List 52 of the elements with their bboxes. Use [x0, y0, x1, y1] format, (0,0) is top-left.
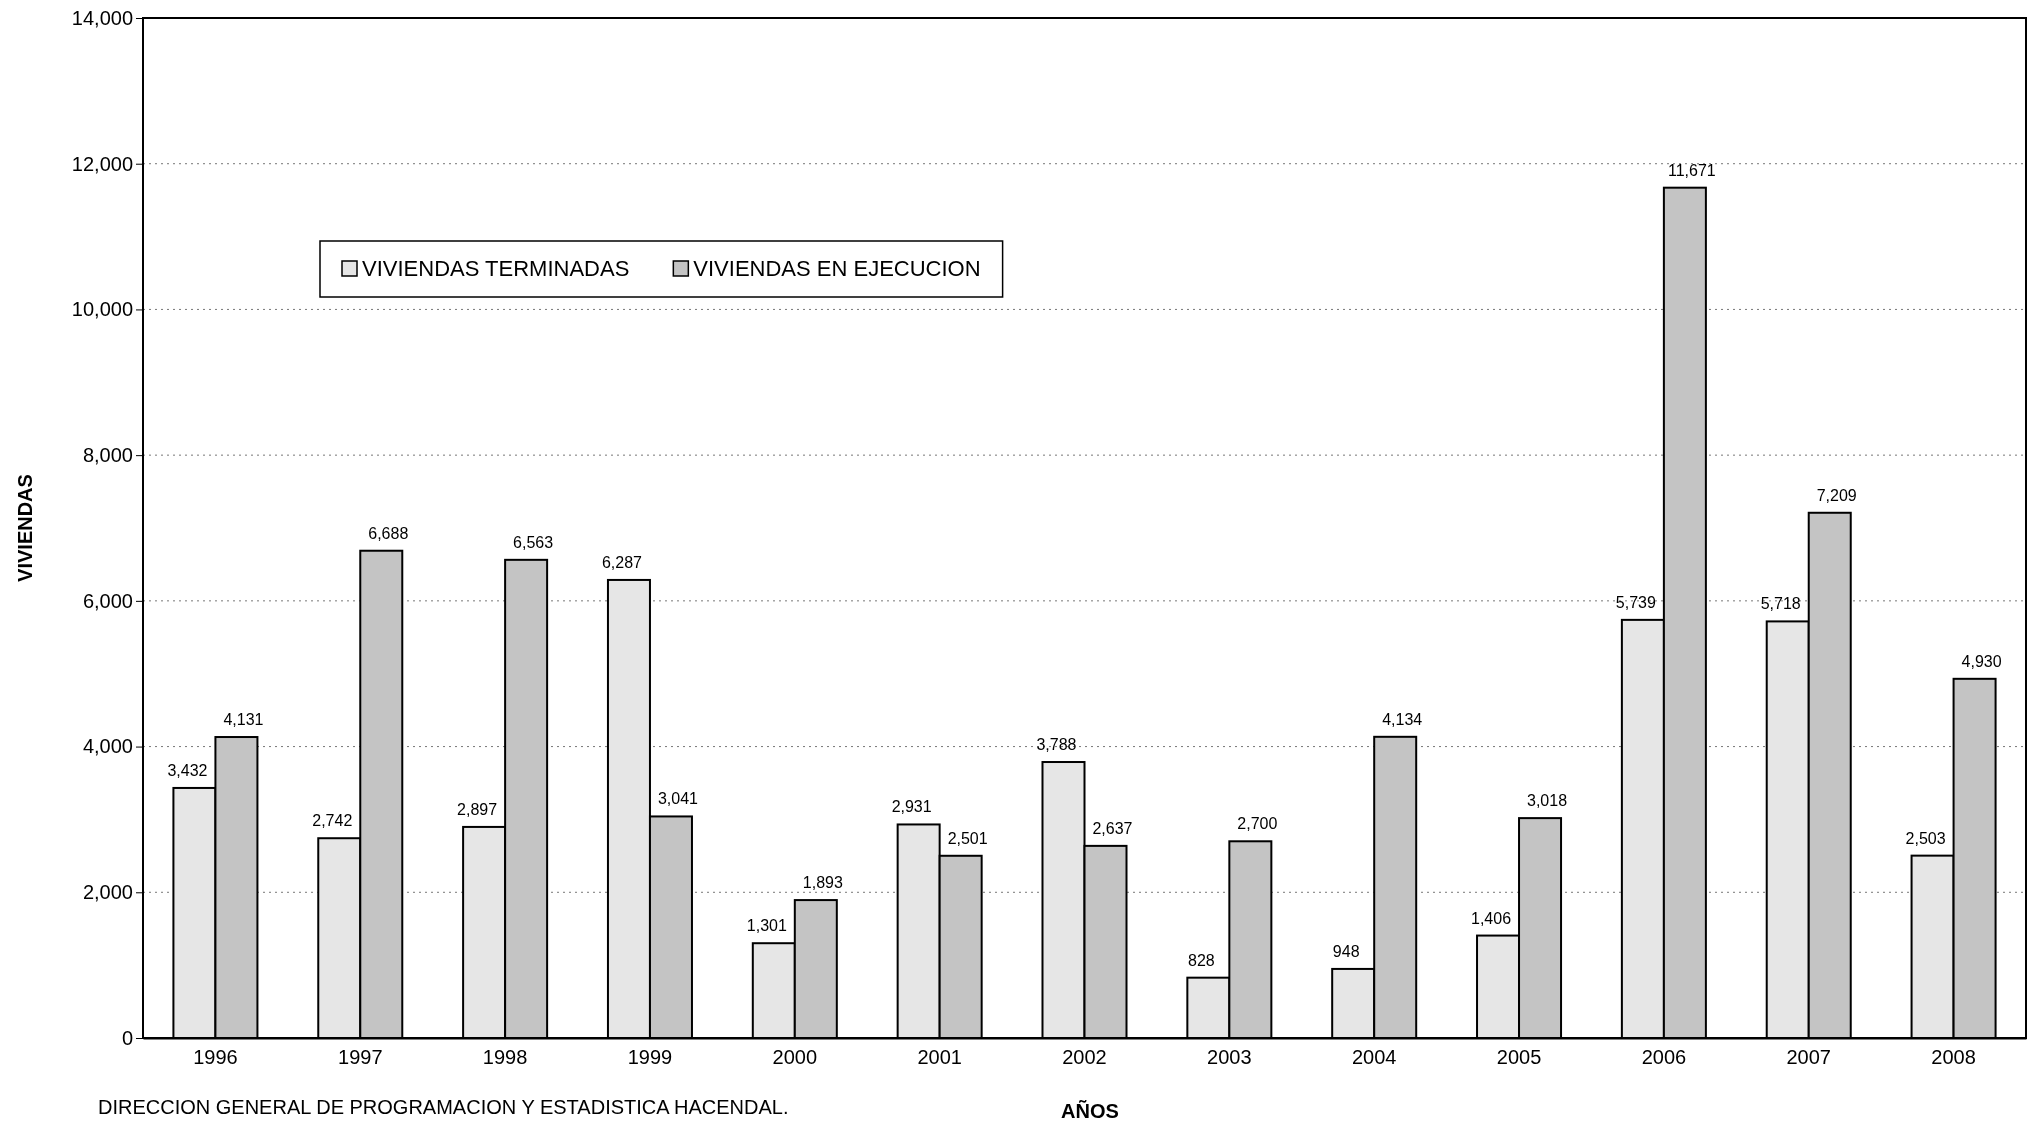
y-axis-title: VIVIENDAS	[14, 474, 36, 582]
x-axis-title: AÑOS	[1061, 1100, 1119, 1122]
y-tick-label: 12,000	[71, 152, 133, 175]
data-label: 5,718	[1760, 595, 1801, 613]
data-label: 4,134	[1382, 710, 1423, 728]
x-tick-label: 2003	[1207, 1046, 1252, 1069]
x-tick-label: 2006	[1641, 1046, 1687, 1069]
data-label: 2,700	[1237, 815, 1278, 833]
data-label: 3,018	[1527, 792, 1568, 810]
data-label: 3,432	[167, 761, 208, 779]
y-tick-label: 4,000	[82, 735, 133, 758]
x-tick-label: 1996	[193, 1046, 238, 1069]
x-tick-label: 2004	[1351, 1046, 1397, 1069]
y-tick-label: 10,000	[71, 298, 133, 321]
x-tick-label: 2008	[1931, 1046, 1976, 1069]
data-label: 4,131	[223, 711, 264, 729]
data-label: 6,563	[513, 533, 554, 551]
data-label: 6,287	[601, 553, 643, 571]
data-label: 6,688	[368, 524, 409, 542]
x-tick-label: 2007	[1786, 1046, 1831, 1069]
data-label: 948	[1332, 942, 1360, 960]
data-label: 7,209	[1816, 486, 1857, 504]
data-label: 5,739	[1615, 593, 1656, 611]
data-label: 1,301	[746, 917, 787, 935]
data-label: 828	[1187, 951, 1215, 969]
legend-label: VIVIENDAS TERMINADAS	[362, 256, 630, 281]
data-label: 1,893	[802, 874, 843, 892]
x-tick-label: 1997	[338, 1046, 383, 1069]
x-tick-label: 1998	[482, 1046, 528, 1069]
x-tick-label: 2001	[917, 1046, 962, 1069]
data-label: 1,406	[1471, 909, 1512, 927]
data-label: 2,637	[1092, 819, 1133, 837]
data-label: 2,503	[1905, 829, 1946, 847]
y-tick-label: 6,000	[82, 589, 133, 612]
data-label: 2,742	[312, 812, 353, 830]
data-label: 4,930	[1961, 652, 2002, 670]
data-label: 3,788	[1036, 736, 1077, 754]
x-tick-label: 2005	[1496, 1046, 1542, 1069]
data-label: 2,931	[891, 798, 932, 816]
data-label: 2,501	[947, 829, 988, 847]
y-tick-label: 2,000	[82, 881, 133, 904]
legend-label: VIVIENDAS EN EJECUCION	[693, 256, 981, 281]
x-tick-label: 2002	[1062, 1046, 1107, 1069]
text: DIRECCION GENERAL DE PROGRAMACION Y ESTADISTICA HACENDAL.	[98, 1096, 789, 1118]
x-tick-label: 1999	[627, 1046, 673, 1069]
y-tick-label: 14,000	[71, 6, 133, 29]
x-tick-label: 2000	[772, 1046, 818, 1069]
y-tick-label: 0	[121, 1026, 133, 1049]
data-label: 3,041	[657, 790, 699, 808]
data-label: 2,897	[457, 800, 498, 818]
y-tick-label: 8,000	[82, 444, 133, 467]
data-label: 11,671	[1668, 161, 1716, 179]
